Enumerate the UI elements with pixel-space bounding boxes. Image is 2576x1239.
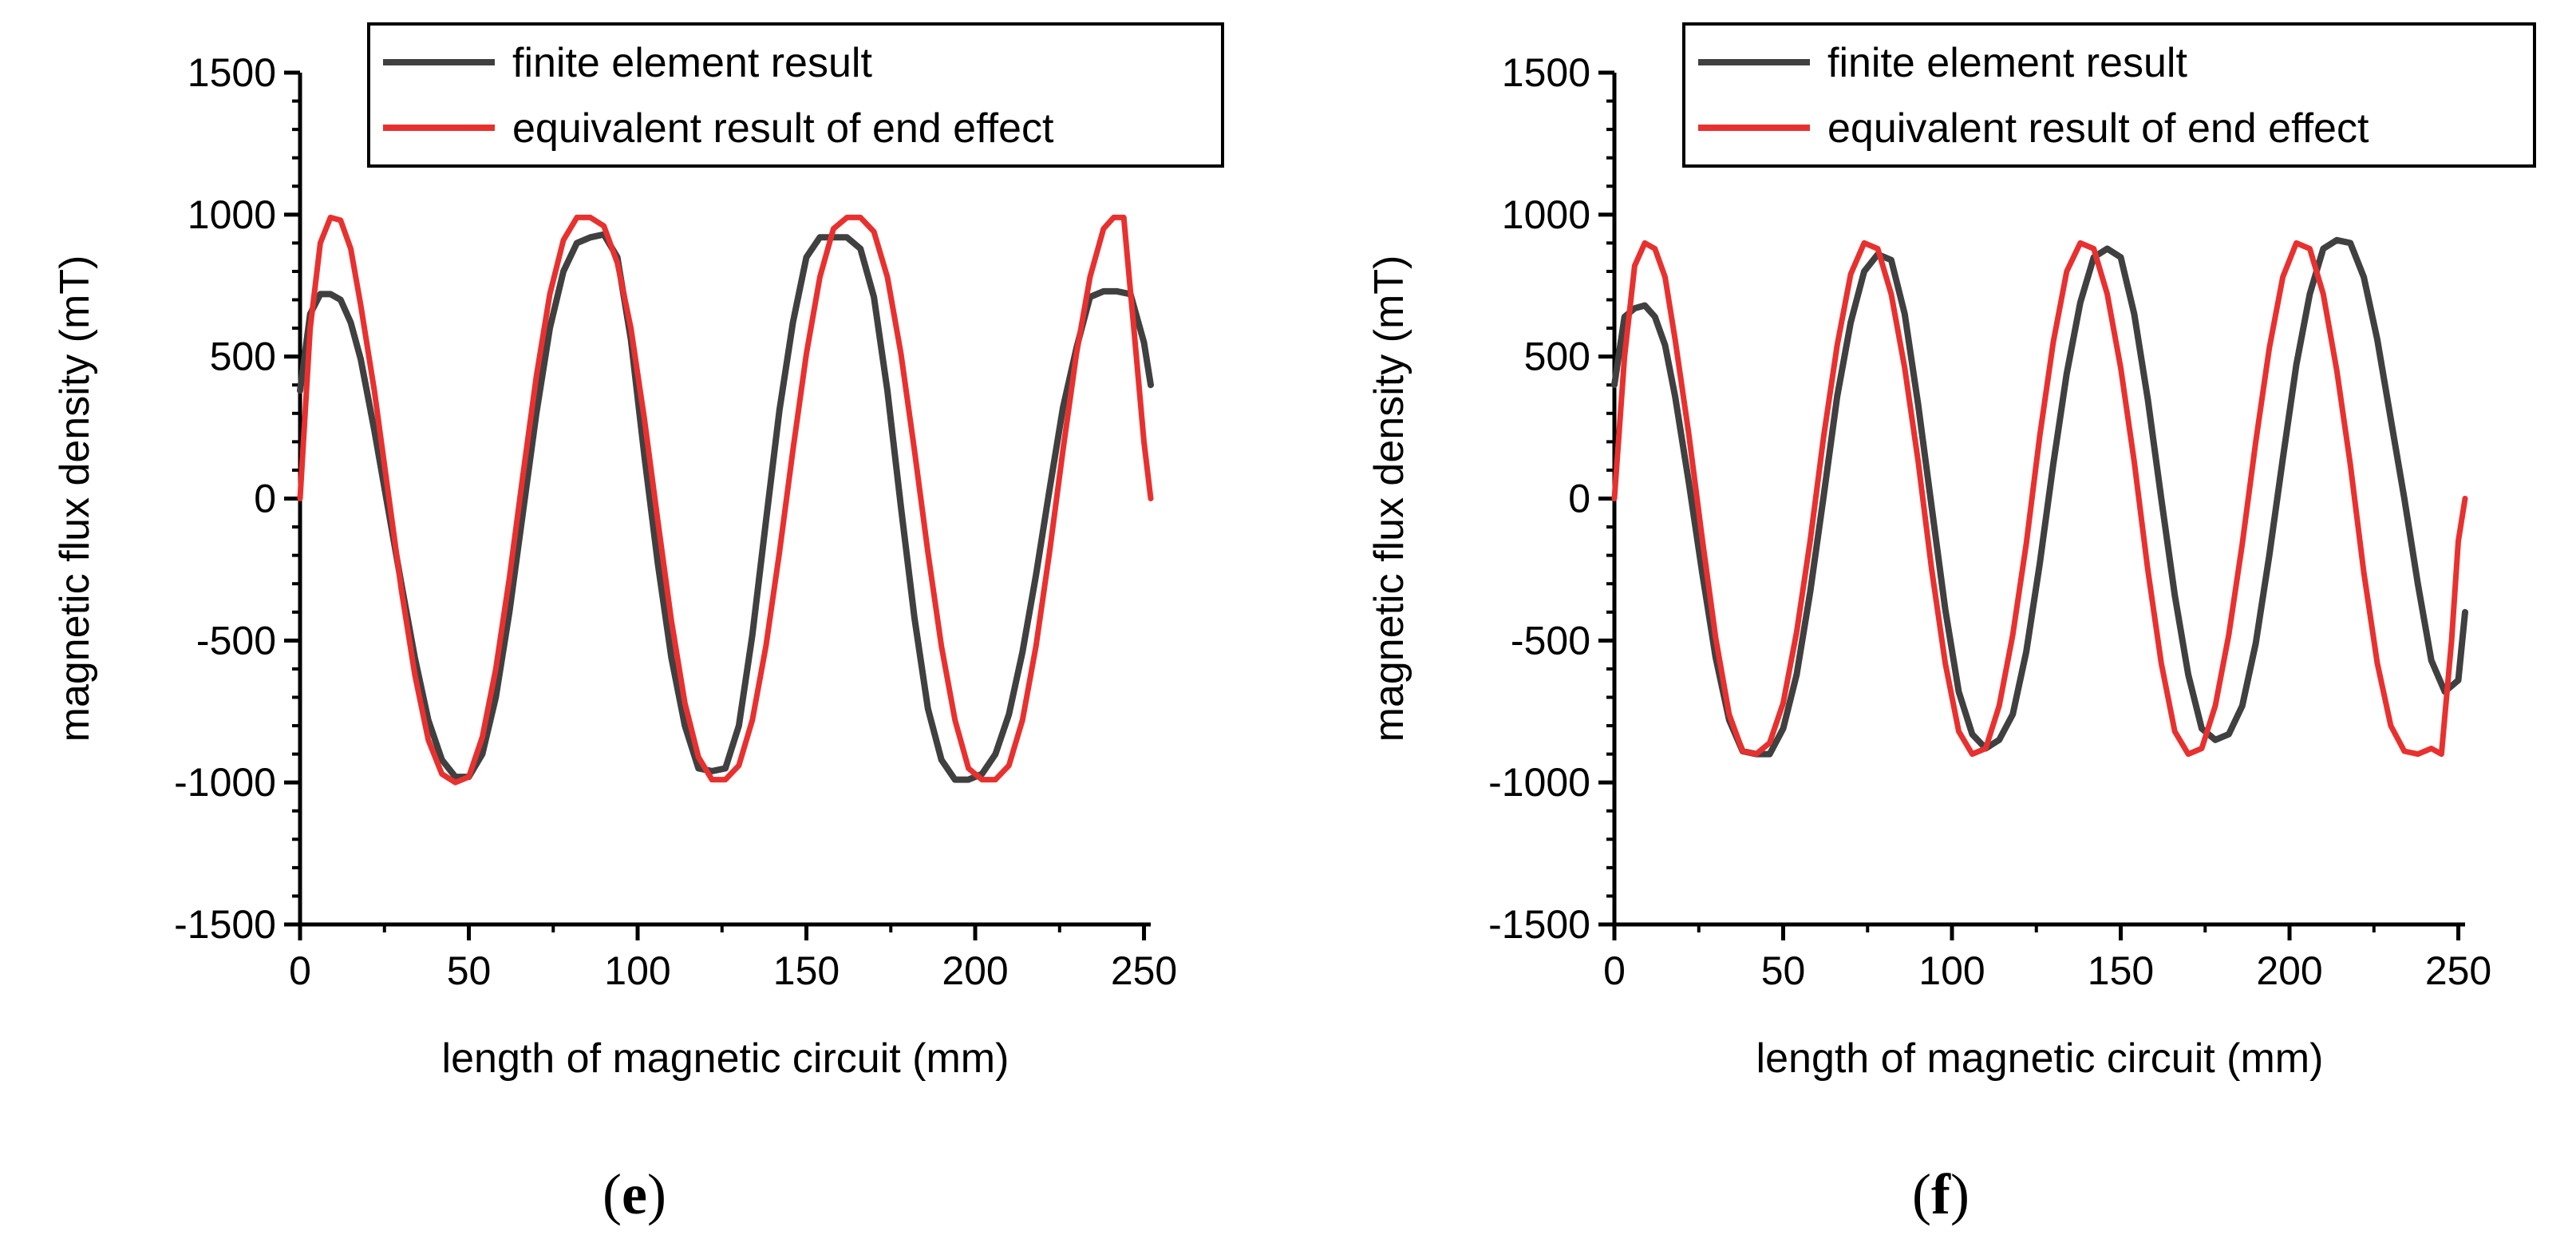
series-line-finite-element bbox=[1611, 236, 2468, 758]
series-line-equivalent-end-effect bbox=[1611, 239, 2468, 758]
x-tick-label: 0 bbox=[289, 948, 311, 993]
y-tick-label: 1000 bbox=[1502, 192, 1590, 237]
x-tick-label: 50 bbox=[1761, 948, 1806, 993]
y-tick-label: 1500 bbox=[1502, 50, 1590, 95]
panel-letter: e bbox=[622, 1162, 647, 1226]
x-tick-label: 50 bbox=[447, 948, 492, 993]
legend: finite element result equivalent result o… bbox=[1682, 22, 2536, 168]
x-tick-label: 0 bbox=[1603, 948, 1626, 993]
series-line-equivalent-end-effect bbox=[297, 214, 1154, 786]
legend-label: equivalent result of end effect bbox=[512, 105, 1054, 152]
x-tick-label: 150 bbox=[2088, 948, 2154, 993]
x-tick-label: 100 bbox=[1918, 948, 1985, 993]
y-tick-label: 0 bbox=[1568, 477, 1590, 521]
y-axis-title: magnetic flux density (mT) bbox=[52, 255, 98, 742]
x-tick-label: 200 bbox=[942, 948, 1008, 993]
y-tick-label: -1000 bbox=[174, 760, 276, 805]
y-tick-label: 500 bbox=[210, 334, 276, 379]
y-tick-label: 0 bbox=[254, 477, 276, 521]
y-axis-title: magnetic flux density (mT) bbox=[1366, 255, 1412, 742]
legend: finite element result equivalent result o… bbox=[367, 22, 1224, 168]
series-line-finite-element bbox=[297, 231, 1154, 783]
y-tick-label: 1000 bbox=[188, 192, 276, 237]
y-tick-label: 1500 bbox=[188, 50, 276, 95]
chart-panel-f: -1500 -1000 -500 0 500 1000 1500 0 50 100 150 200 25… bbox=[1366, 22, 2536, 1226]
x-axis-title: length of magnetic circuit (mm) bbox=[1756, 1035, 2324, 1082]
x-tick-label: 100 bbox=[604, 948, 670, 993]
x-tick-label: 200 bbox=[2256, 948, 2322, 993]
x-axis-title: length of magnetic circuit (mm) bbox=[442, 1035, 1009, 1082]
legend-label: equivalent result of end effect bbox=[1827, 105, 2369, 152]
legend-box bbox=[367, 22, 1224, 168]
y-tick-label: 500 bbox=[1524, 334, 1590, 379]
legend-box bbox=[1682, 22, 2536, 168]
y-tick-label: -1000 bbox=[1488, 760, 1590, 805]
panel-letter: f bbox=[1931, 1162, 1951, 1226]
legend-label: finite element result bbox=[512, 40, 872, 86]
y-tick-label: -1500 bbox=[174, 902, 276, 947]
panel-label: (f) bbox=[1912, 1162, 1970, 1226]
panel-label: (e) bbox=[603, 1162, 666, 1226]
y-tick-label: -500 bbox=[1511, 618, 1590, 663]
legend-label: finite element result bbox=[1827, 40, 2187, 86]
chart-panel-e: -1500 -1000 -500 0 500 1000 1500 0 50 100 150 200 25… bbox=[52, 22, 1224, 1226]
y-tick-label: -500 bbox=[196, 618, 276, 663]
x-tick-label: 250 bbox=[2425, 948, 2491, 993]
x-tick-label: 250 bbox=[1111, 948, 1177, 993]
x-tick-label: 150 bbox=[773, 948, 840, 993]
y-tick-label: -1500 bbox=[1488, 902, 1590, 947]
